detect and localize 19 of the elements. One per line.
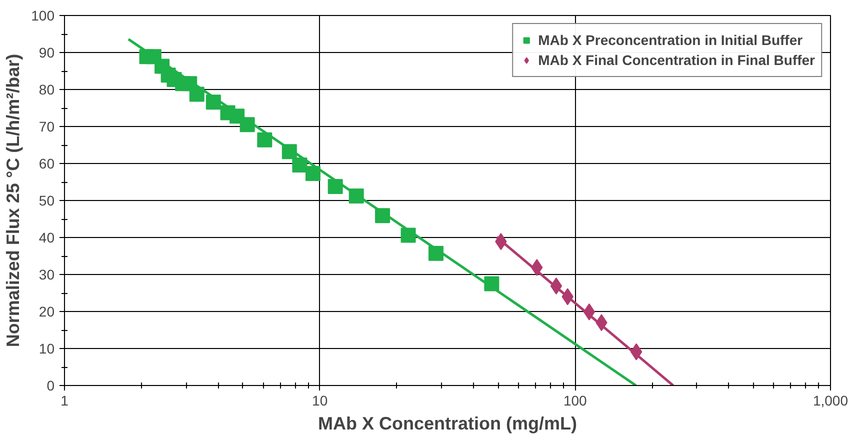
- y-axis-title: Normalized Flux 25 °C (L/h/m²/bar): [3, 54, 24, 348]
- y-tick-label: 30: [38, 266, 55, 282]
- y-tick-label: 60: [38, 156, 55, 172]
- x-tick-label: 1,000: [812, 392, 848, 408]
- y-tick-label: 70: [38, 118, 55, 134]
- x-axis-title: MAb X Concentration (mg/mL): [318, 414, 578, 434]
- x-tick-label: 1: [60, 392, 69, 408]
- y-tick-label: 0: [46, 378, 55, 394]
- y-tick-label: 40: [38, 230, 55, 246]
- y-tick-label: 100: [31, 8, 55, 24]
- y-tick-label: 80: [38, 82, 55, 98]
- y-tick-label: 20: [38, 304, 55, 320]
- y-tick-label: 90: [38, 44, 55, 60]
- legend-label: MAb X Preconcentration in Initial Buffer: [538, 32, 803, 48]
- x-tick-label: 10: [312, 392, 328, 408]
- y-tick-label: 10: [38, 340, 55, 356]
- legend-label: MAb X Final Concentration in Final Buffer: [538, 52, 815, 68]
- y-tick-label: 50: [38, 192, 55, 208]
- x-tick-label: 100: [563, 392, 588, 408]
